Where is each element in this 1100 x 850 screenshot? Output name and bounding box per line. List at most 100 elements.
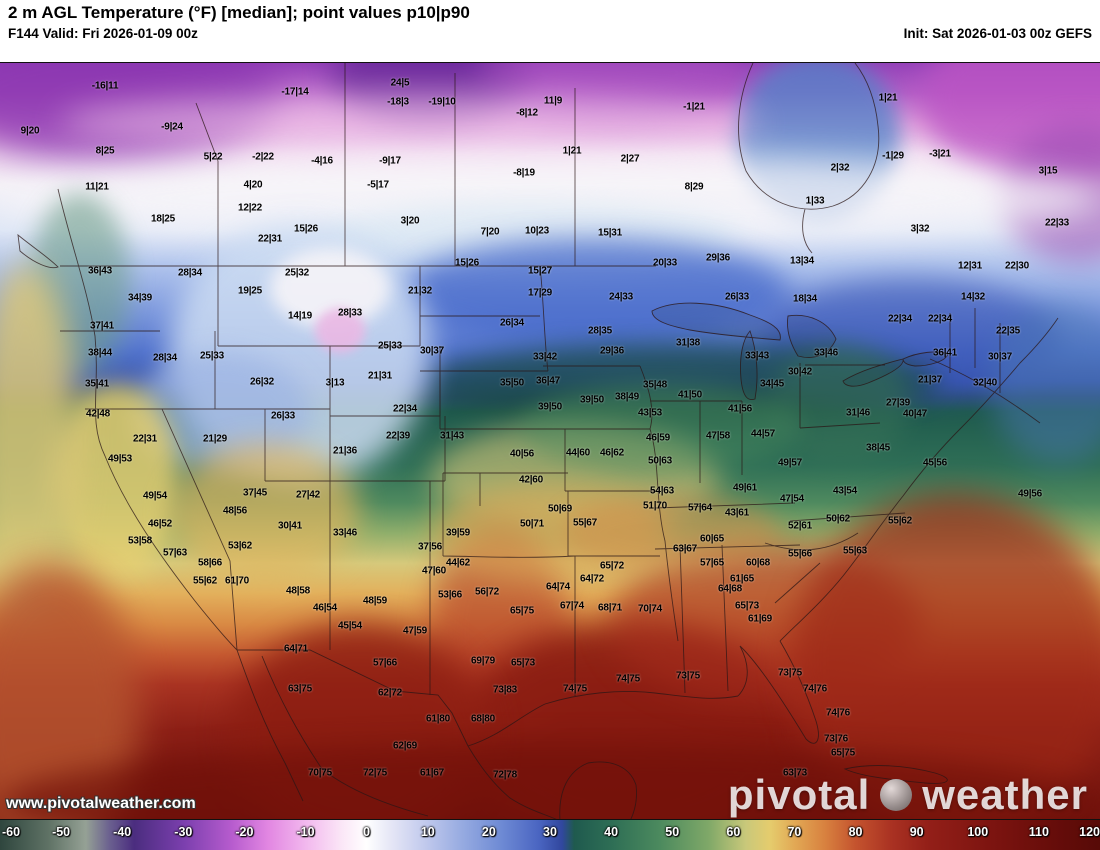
point-value: 55|62 bbox=[192, 575, 218, 587]
point-value: 15|31 bbox=[597, 227, 623, 239]
point-value: 40|56 bbox=[509, 448, 535, 460]
point-value: 50|62 bbox=[825, 513, 851, 525]
colorbar-tick-label: 60 bbox=[726, 825, 741, 839]
point-value: 40|47 bbox=[902, 408, 928, 420]
point-value: 31|46 bbox=[845, 407, 871, 419]
point-value: 21|32 bbox=[407, 285, 433, 297]
point-value: 8|25 bbox=[95, 145, 115, 157]
point-value: 44|62 bbox=[445, 557, 471, 569]
point-value: 54|63 bbox=[649, 485, 675, 497]
point-value: 39|50 bbox=[579, 394, 605, 406]
point-value: 22|39 bbox=[385, 430, 411, 442]
point-value: 64|71 bbox=[283, 643, 309, 655]
point-value: 24|5 bbox=[390, 77, 410, 89]
point-value: 74|76 bbox=[825, 707, 851, 719]
watermark-url: www.pivotalweather.com bbox=[6, 795, 196, 812]
point-value: -8|12 bbox=[516, 107, 538, 119]
point-value: 51|70 bbox=[642, 500, 668, 512]
point-value: 27|39 bbox=[885, 397, 911, 409]
state-borders-plains bbox=[420, 265, 576, 558]
point-value: 37|45 bbox=[242, 487, 268, 499]
point-value: 63|75 bbox=[287, 683, 313, 695]
point-value: 44|57 bbox=[750, 428, 776, 440]
point-value: 70|74 bbox=[637, 603, 663, 615]
point-value: 22|31 bbox=[132, 433, 158, 445]
coastline-florida-east bbox=[737, 317, 1059, 744]
temperature-colorbar: -60 -50 -40 -30 -20 -10 0 10 20 30 40 50 60 70 80 90 100… bbox=[0, 819, 1100, 850]
point-value: 37|41 bbox=[89, 320, 115, 332]
point-value: 48|56 bbox=[222, 505, 248, 517]
point-value: -17|14 bbox=[281, 86, 309, 98]
point-value: 21|29 bbox=[202, 433, 228, 445]
point-value: 39|59 bbox=[445, 527, 471, 539]
colorbar-tick-label: 80 bbox=[848, 825, 863, 839]
point-value: 1|21 bbox=[878, 92, 898, 104]
colorbar-tick-label: 40 bbox=[604, 825, 619, 839]
brand-text-pivotal: pivotal bbox=[727, 771, 871, 818]
point-value: -16|11 bbox=[91, 80, 119, 92]
point-value: 24|33 bbox=[608, 291, 634, 303]
point-value: 29|36 bbox=[599, 345, 625, 357]
point-value: 57|64 bbox=[687, 502, 713, 514]
point-value: 61|67 bbox=[419, 767, 445, 779]
point-value: 74|75 bbox=[615, 673, 641, 685]
point-value: 34|45 bbox=[759, 378, 785, 390]
point-value: 30|41 bbox=[277, 520, 303, 532]
point-value: 73|76 bbox=[823, 733, 849, 745]
point-value: 15|26 bbox=[454, 257, 480, 269]
point-value: -3|21 bbox=[929, 148, 951, 160]
point-value: 61|80 bbox=[425, 713, 451, 725]
point-value: 3|15 bbox=[1038, 165, 1058, 177]
point-value: 47|54 bbox=[779, 493, 805, 505]
point-value: 56|72 bbox=[474, 586, 500, 598]
point-value: 74|76 bbox=[802, 683, 828, 695]
point-value: 28|35 bbox=[587, 325, 613, 337]
point-value: 36|41 bbox=[932, 347, 958, 359]
point-value: 22|34 bbox=[392, 403, 418, 415]
point-value: 70|75 bbox=[307, 767, 333, 779]
point-value: 43|54 bbox=[832, 485, 858, 497]
point-value: 17|29 bbox=[527, 287, 553, 299]
point-value: 49|56 bbox=[1017, 488, 1043, 500]
colorbar-tick-label: -10 bbox=[296, 825, 315, 839]
point-value: 35|50 bbox=[499, 377, 525, 389]
point-value: 65|73 bbox=[734, 600, 760, 612]
colorbar-tick-label: 0 bbox=[363, 825, 371, 839]
point-value: 12|31 bbox=[957, 260, 983, 272]
great-lakes bbox=[651, 302, 949, 400]
brand-text-weather: weather bbox=[922, 771, 1088, 818]
point-value: 25|33 bbox=[377, 340, 403, 352]
point-value: 36|47 bbox=[535, 375, 561, 387]
point-value: 50|71 bbox=[519, 518, 545, 530]
point-value: 37|56 bbox=[417, 541, 443, 553]
point-value: 9|20 bbox=[20, 125, 40, 137]
temperature-map[interactable]: -16|11 -17|14 24|5 -18|3 -19|10 11|9 -1|21 1|21… bbox=[0, 62, 1100, 821]
point-value: 73|83 bbox=[492, 684, 518, 696]
point-value: 63|67 bbox=[672, 543, 698, 555]
point-value: 22|35 bbox=[995, 325, 1021, 337]
point-value: 22|33 bbox=[1044, 217, 1070, 229]
point-value: 53|66 bbox=[437, 589, 463, 601]
point-value: 10|23 bbox=[524, 225, 550, 237]
point-value: 4|20 bbox=[243, 179, 263, 191]
point-value: 46|54 bbox=[312, 602, 338, 614]
colorbar-tick-label: -40 bbox=[113, 825, 132, 839]
point-value: 22|34 bbox=[887, 313, 913, 325]
init-time-label: Init: Sat 2026-01-03 00z GEFS bbox=[903, 26, 1092, 41]
colorbar-tick-label: 120 bbox=[1079, 825, 1100, 839]
point-value: 58|66 bbox=[197, 557, 223, 569]
point-value: 68|71 bbox=[597, 602, 623, 614]
state-borders-northeast bbox=[799, 308, 1001, 429]
point-value: 43|61 bbox=[724, 507, 750, 519]
point-value: 39|50 bbox=[537, 401, 563, 413]
point-value: 33|46 bbox=[332, 527, 358, 539]
point-value: 55|67 bbox=[572, 517, 598, 529]
point-value: 25|32 bbox=[284, 267, 310, 279]
point-value: 32|40 bbox=[972, 377, 998, 389]
point-value: 61|70 bbox=[224, 575, 250, 587]
island-outlines bbox=[17, 233, 948, 784]
point-value: 3|13 bbox=[325, 377, 345, 389]
state-borders-midwest bbox=[543, 363, 801, 696]
point-value: 20|33 bbox=[652, 257, 678, 269]
point-value: -18|3 bbox=[387, 96, 409, 108]
